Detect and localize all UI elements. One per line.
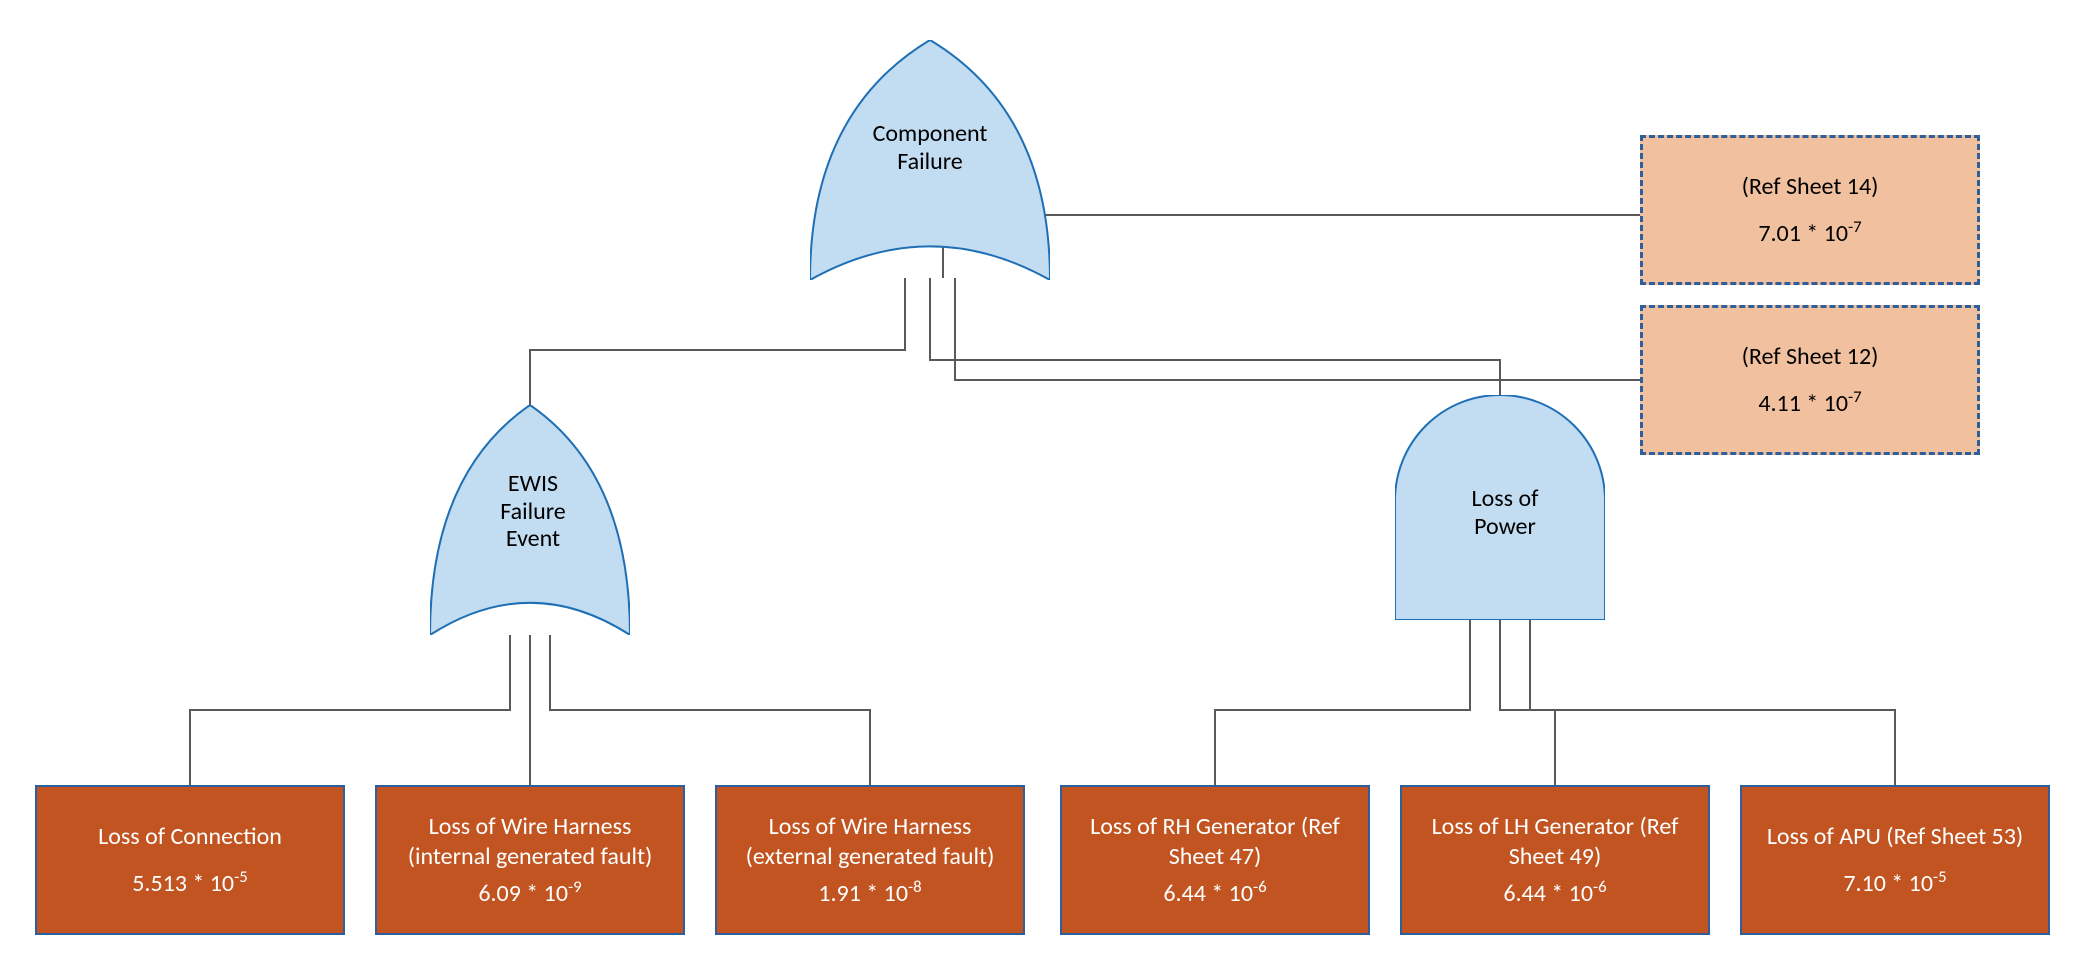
event-loss-rh-gen: Loss of RH Generator (Ref Sheet 47) 6.44 … — [1060, 785, 1370, 935]
gate-power-label: Loss of Power — [1460, 485, 1550, 540]
event-value: 6.09 * 10-9 — [478, 876, 581, 909]
ref-title: (Ref Sheet 12) — [1742, 341, 1879, 372]
gate-ewis: EWIS Failure Event — [430, 405, 630, 635]
gate-top-label: Component Failure — [855, 120, 1005, 175]
event-loss-lh-gen: Loss of LH Generator (Ref Sheet 49) 6.44 … — [1400, 785, 1710, 935]
event-loss-apu: Loss of APU (Ref Sheet 53) 7.10 * 10-5 — [1740, 785, 2050, 935]
event-value: 1.91 * 10-8 — [818, 876, 921, 909]
event-loss-wh-external: Loss of Wire Harness (external generated… — [715, 785, 1025, 935]
event-value: 6.44 * 10-6 — [1163, 876, 1266, 909]
event-title: Loss of Connection — [98, 822, 282, 852]
event-title: Loss of RH Generator (Ref Sheet 47) — [1072, 812, 1358, 872]
event-title: Loss of LH Generator (Ref Sheet 49) — [1412, 812, 1698, 872]
event-value: 6.44 * 10-6 — [1503, 876, 1606, 909]
ref-value: 7.01 * 10-7 — [1758, 216, 1861, 249]
event-loss-connection: Loss of Connection 5.513 * 10-5 — [35, 785, 345, 935]
ref-title: (Ref Sheet 14) — [1742, 171, 1879, 202]
ref-box-ref14: (Ref Sheet 14) 7.01 * 10-7 — [1640, 135, 1980, 285]
event-title: Loss of APU (Ref Sheet 53) — [1767, 822, 2023, 852]
event-loss-wh-internal: Loss of Wire Harness (internal generated… — [375, 785, 685, 935]
ref-box-ref12: (Ref Sheet 12) 4.11 * 10-7 — [1640, 305, 1980, 455]
event-title: Loss of Wire Harness (external generated… — [727, 812, 1013, 872]
gate-ewis-label: EWIS Failure Event — [488, 470, 578, 553]
ref-value: 4.11 * 10-7 — [1758, 386, 1861, 419]
event-value: 5.513 * 10-5 — [132, 866, 248, 899]
event-value: 7.10 * 10-5 — [1843, 866, 1946, 899]
event-title: Loss of Wire Harness (internal generated… — [387, 812, 673, 872]
gate-top: Component Failure — [810, 40, 1050, 280]
gate-power: Loss of Power — [1395, 395, 1605, 620]
fault-tree-diagram: Component Failure EWIS Failure Event Loss … — [0, 0, 2093, 972]
